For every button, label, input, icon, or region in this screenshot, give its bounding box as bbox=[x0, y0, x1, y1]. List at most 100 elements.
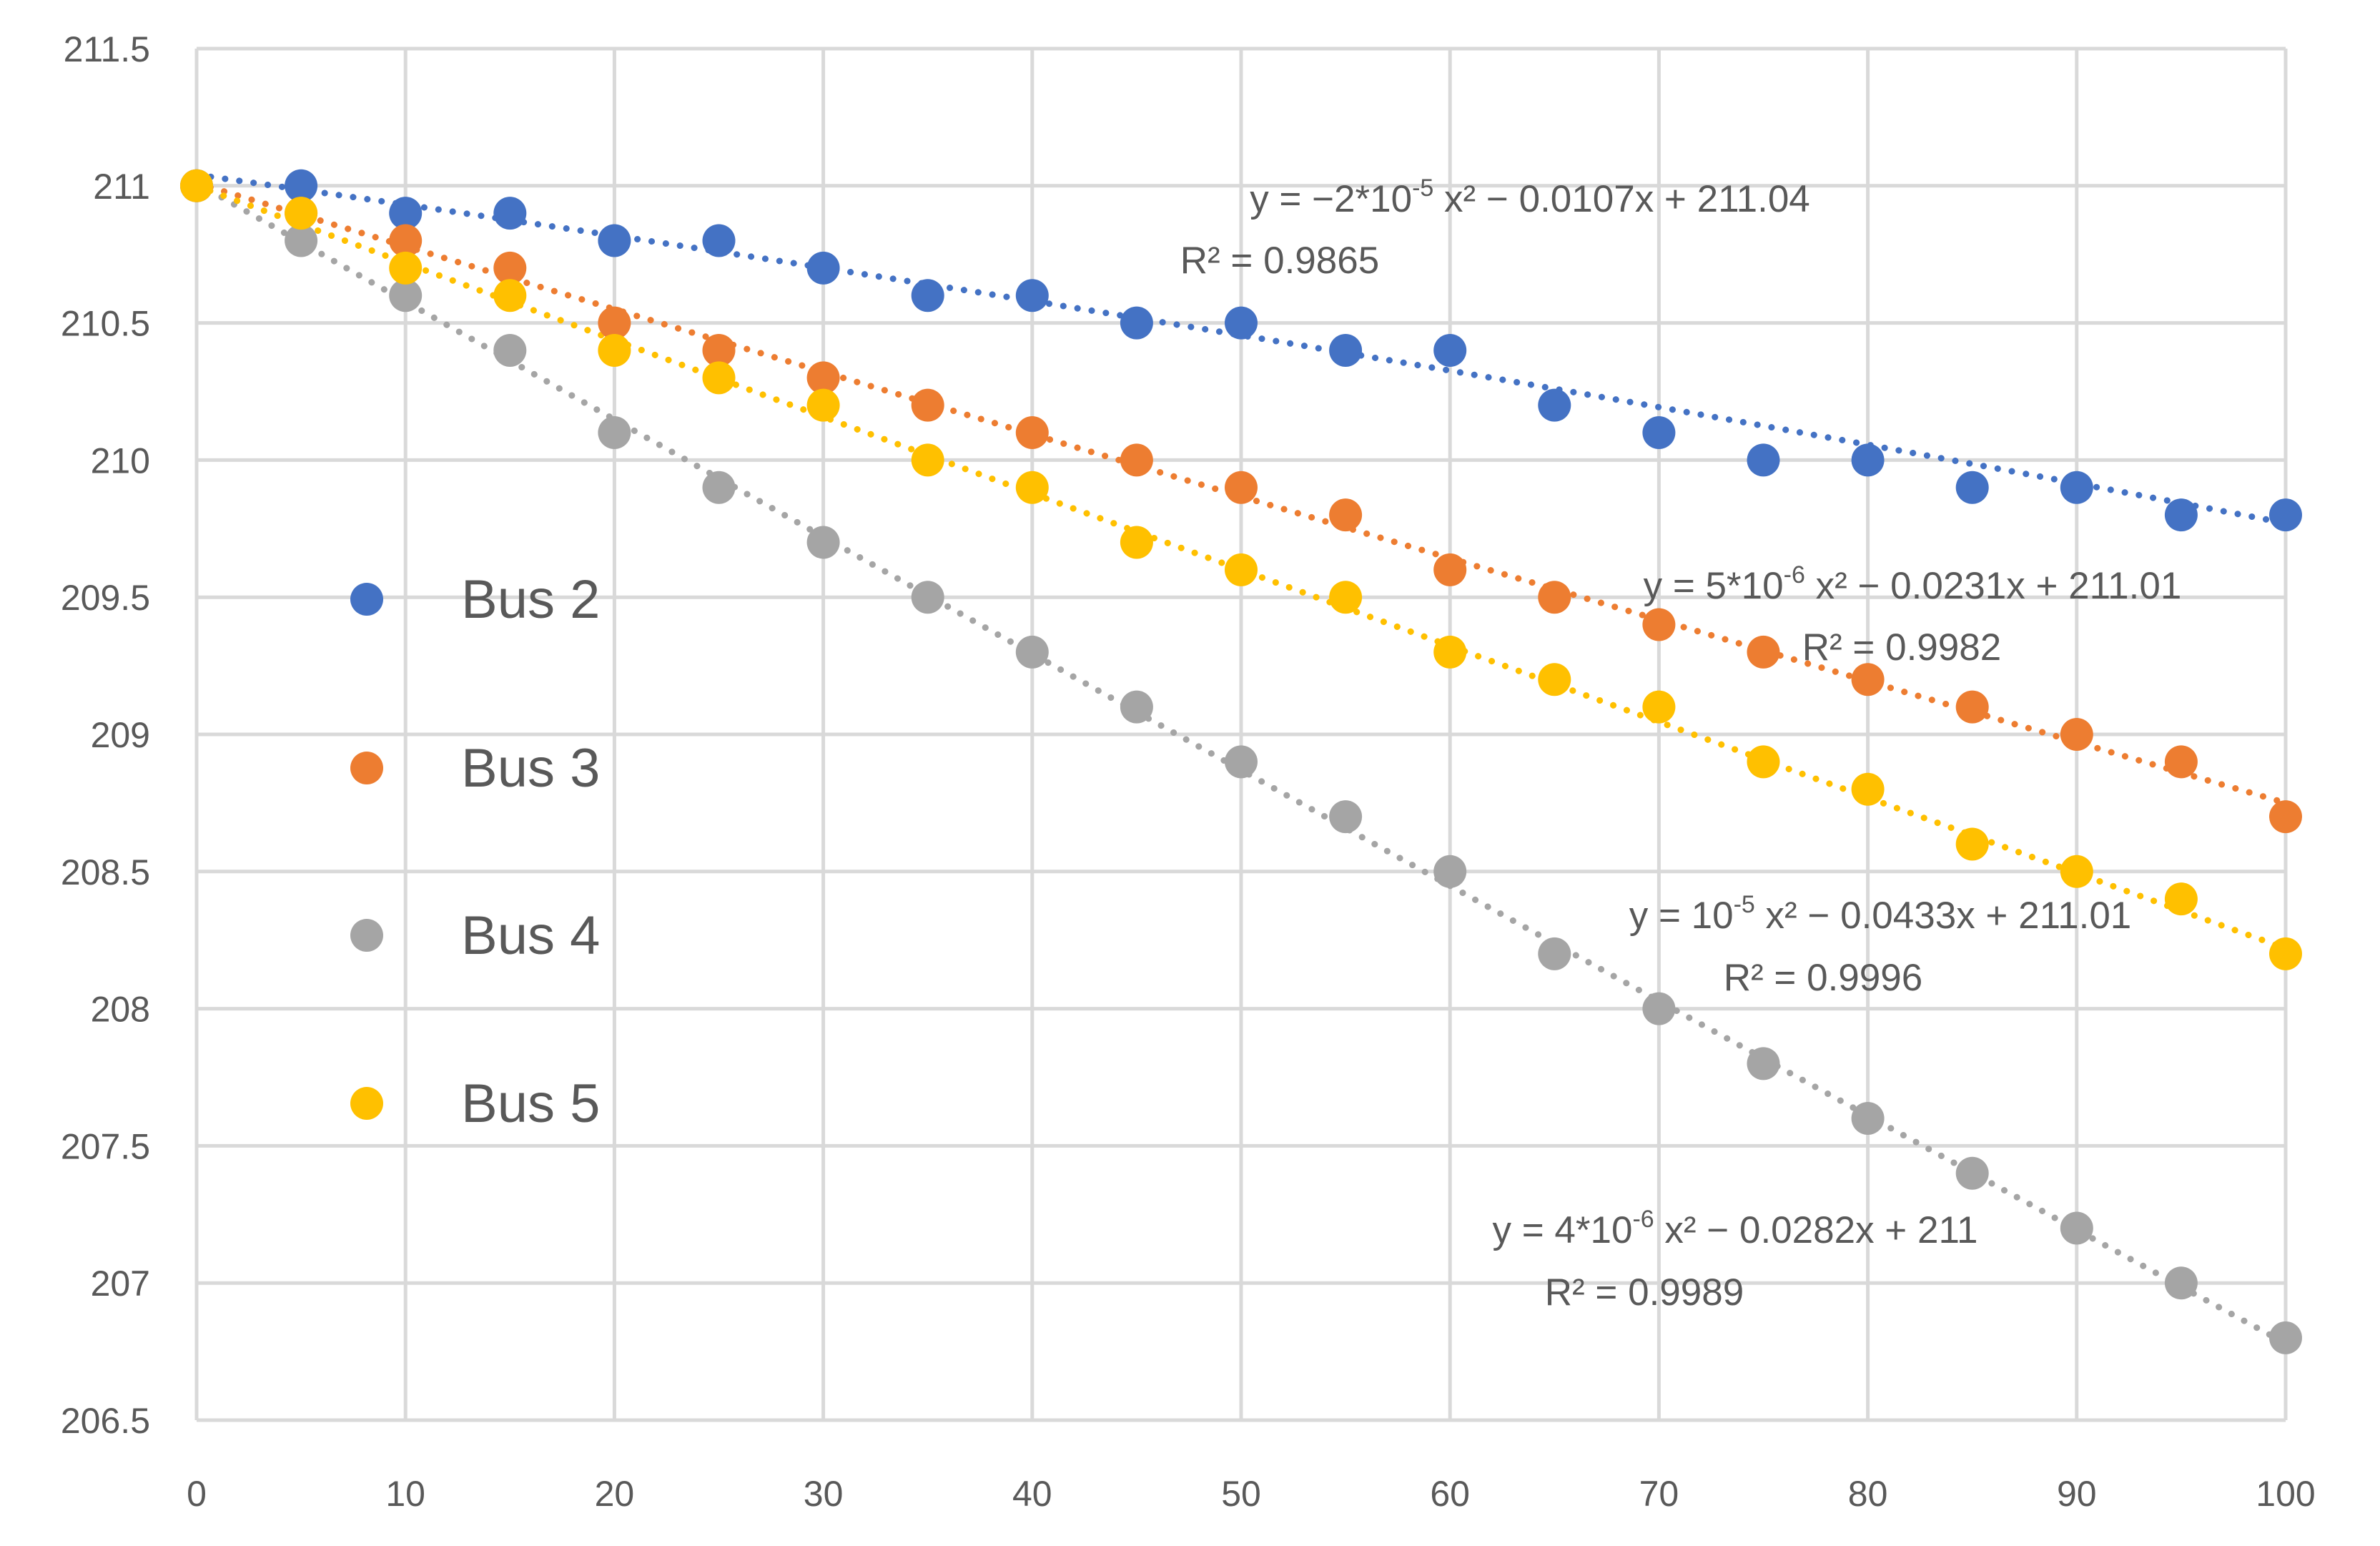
data-point bbox=[2269, 937, 2302, 970]
trendline-r-squared: R² = 0.9989 bbox=[1545, 1271, 1744, 1314]
equation-text: x² − 0.0107x + 211.04 bbox=[1433, 178, 1809, 220]
data-point bbox=[285, 197, 318, 230]
data-point bbox=[806, 251, 840, 285]
data-point bbox=[1120, 526, 1153, 559]
y-tick-label: 210 bbox=[91, 440, 150, 481]
trendline-bus-5 bbox=[193, 182, 2289, 952]
x-tick-label: 10 bbox=[385, 1474, 425, 1514]
x-tick-label: 100 bbox=[2256, 1474, 2315, 1514]
legend-label: Bus 5 bbox=[461, 1073, 600, 1134]
y-tick-label: 207.5 bbox=[61, 1126, 150, 1166]
data-point bbox=[389, 279, 423, 312]
trendline-bus-4 bbox=[193, 179, 2289, 1347]
data-point bbox=[2269, 498, 2302, 532]
equation-text: y = 10 bbox=[1629, 895, 1734, 937]
equation-exponent: -6 bbox=[1784, 561, 1805, 589]
axis-tick-labels: 0 10 20 30 40 50 60 70 80 90 100 206.5 207 207.5 208 20… bbox=[61, 29, 2316, 1514]
legend-marker bbox=[350, 583, 383, 616]
y-tick-label: 207 bbox=[91, 1264, 150, 1304]
legend-marker bbox=[350, 752, 383, 784]
data-point bbox=[702, 471, 736, 504]
legend-label: Bus 4 bbox=[461, 905, 600, 966]
data-point bbox=[493, 251, 527, 285]
data-point bbox=[2164, 1266, 2198, 1300]
data-point bbox=[1538, 581, 1571, 614]
x-tick-label: 30 bbox=[804, 1474, 844, 1514]
y-tick-label: 208.5 bbox=[61, 852, 150, 892]
data-point bbox=[1329, 333, 1363, 367]
data-point bbox=[1225, 471, 1258, 504]
series-bus-3 bbox=[180, 169, 2302, 834]
data-point bbox=[806, 526, 840, 559]
data-point bbox=[1642, 992, 1676, 1025]
data-point bbox=[285, 169, 318, 202]
series-bus-5 bbox=[180, 169, 2302, 970]
data-point bbox=[1955, 1156, 1989, 1190]
equation-exponent: -5 bbox=[1412, 174, 1433, 202]
data-point bbox=[1851, 772, 1885, 806]
data-point bbox=[1538, 388, 1571, 422]
x-tick-label: 40 bbox=[1012, 1474, 1052, 1514]
equation-exponent: -6 bbox=[1632, 1206, 1654, 1233]
trendline-equation: y = 10-5 x² − 0.0433x + 211.01 bbox=[1629, 891, 2132, 937]
y-tick-label: 209.5 bbox=[61, 578, 150, 618]
data-point bbox=[1120, 306, 1153, 340]
legend-marker bbox=[350, 1087, 383, 1120]
x-tick-label: 20 bbox=[595, 1474, 635, 1514]
x-tick-label: 60 bbox=[1430, 1474, 1470, 1514]
data-point bbox=[2060, 855, 2093, 888]
data-point bbox=[1955, 690, 1989, 724]
data-point bbox=[1955, 471, 1989, 504]
data-point bbox=[1329, 800, 1363, 834]
data-point bbox=[1120, 443, 1153, 477]
legend-label: Bus 3 bbox=[461, 738, 600, 799]
data-point bbox=[1747, 635, 1780, 669]
data-point bbox=[1433, 333, 1467, 367]
y-tick-label: 206.5 bbox=[61, 1401, 150, 1441]
data-point bbox=[493, 197, 527, 230]
series-bus-4 bbox=[180, 169, 2302, 1354]
data-point bbox=[1015, 416, 1049, 450]
trendline-r-squared: R² = 0.9982 bbox=[1802, 626, 2001, 669]
data-point bbox=[702, 333, 736, 367]
data-point bbox=[702, 361, 736, 395]
data-point bbox=[1642, 690, 1676, 724]
data-point bbox=[1955, 827, 1989, 861]
data-point bbox=[1329, 581, 1363, 614]
data-point bbox=[1015, 635, 1049, 669]
data-point bbox=[1225, 306, 1258, 340]
data-point bbox=[1642, 608, 1676, 641]
x-tick-label: 80 bbox=[1848, 1474, 1888, 1514]
trendline-equation: y = 5*10-6 x² − 0.0231x + 211.01 bbox=[1644, 561, 2182, 607]
data-points bbox=[180, 169, 2302, 1354]
y-tick-label: 209 bbox=[91, 715, 150, 755]
data-point bbox=[1538, 937, 1571, 970]
data-point bbox=[1120, 690, 1153, 724]
data-point bbox=[1747, 443, 1780, 477]
data-point bbox=[1851, 663, 1885, 696]
data-point bbox=[2060, 1211, 2093, 1245]
data-point bbox=[2269, 1321, 2302, 1354]
data-point bbox=[285, 224, 318, 257]
data-point bbox=[702, 224, 736, 257]
data-point bbox=[389, 251, 423, 285]
trendline-equation: y = −2*10-5 x² − 0.0107x + 211.04 bbox=[1250, 174, 1810, 220]
data-point bbox=[2164, 745, 2198, 779]
legend: Bus 2 Bus 3 Bus 4 Bus 5 bbox=[350, 569, 600, 1134]
data-point bbox=[1747, 745, 1780, 779]
y-tick-label: 210.5 bbox=[61, 304, 150, 344]
data-point bbox=[1015, 279, 1049, 312]
data-point bbox=[389, 224, 423, 257]
equation-text: y = 5*10 bbox=[1644, 565, 1784, 607]
data-point bbox=[911, 388, 944, 422]
data-point bbox=[2060, 718, 2093, 751]
y-tick-label: 208 bbox=[91, 990, 150, 1030]
data-point bbox=[911, 581, 944, 614]
x-tick-label: 70 bbox=[1639, 1474, 1679, 1514]
trendline-equations: y = −2*10-5 x² − 0.0107x + 211.04 R² = 0.… bbox=[1180, 174, 2182, 1314]
data-point bbox=[806, 388, 840, 422]
x-tick-label: 90 bbox=[2057, 1474, 2097, 1514]
x-tick-label: 50 bbox=[1221, 1474, 1261, 1514]
equation-exponent: -5 bbox=[1734, 891, 1755, 918]
